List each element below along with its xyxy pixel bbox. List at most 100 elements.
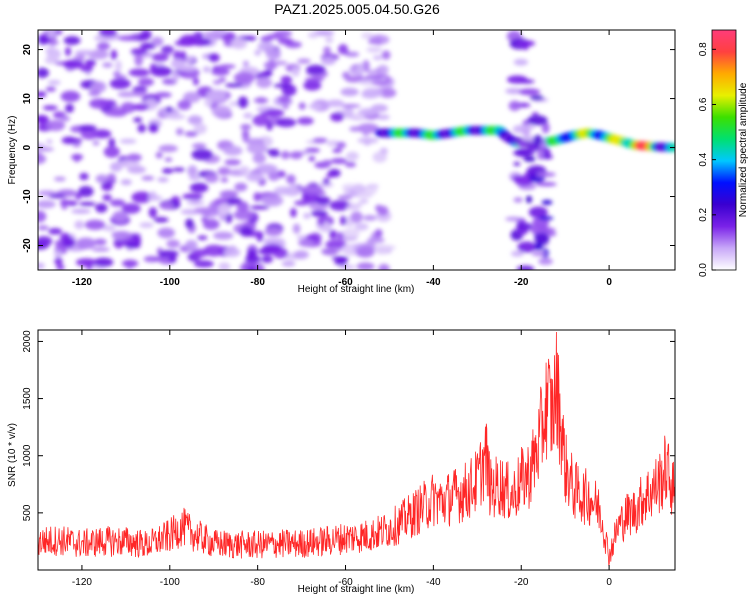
- heatmap-noise-blob: [153, 217, 169, 223]
- heatmap-noise-blob: [246, 142, 267, 154]
- heatmap-noise-blob: [290, 207, 297, 218]
- heatmap-noise-blob: [312, 137, 328, 144]
- heatmap-noise-blob: [157, 177, 169, 183]
- heatmap-noise-blob: [341, 228, 360, 239]
- heatmap-noise-blob: [357, 137, 379, 144]
- heatmap-noise-blob: [80, 65, 94, 72]
- heatmap-noise-blob: [141, 175, 155, 181]
- heatmap-noise-blob: [165, 106, 173, 113]
- heatmap-noise-blob: [186, 199, 205, 206]
- heatmap-noise-blob: [236, 201, 249, 213]
- heatmap-noise-blob: [375, 114, 390, 120]
- heatmap-noise-blob: [289, 151, 303, 160]
- heatmap-noise-blob: [325, 239, 347, 250]
- heatmap-noise-blob: [78, 201, 96, 207]
- heatmap-noise-blob: [91, 247, 110, 252]
- heatmap-noise-blob: [125, 241, 141, 249]
- heatmap-noise-blob: [363, 215, 377, 221]
- heatmap-noise-blob: [202, 31, 224, 38]
- heatmap-noise-blob: [326, 173, 336, 178]
- heatmap-noise-blob: [54, 176, 66, 182]
- heatmap-noise-blob: [326, 100, 345, 108]
- heatmap-noise-blob: [192, 77, 199, 86]
- heatmap-noise-blob: [62, 237, 76, 248]
- heatmap-noise-blob: [166, 239, 180, 249]
- heatmap-noise-blob: [259, 111, 277, 116]
- heatmap-x-tick-label: -120: [72, 277, 92, 288]
- heatmap-noise-blob: [102, 62, 113, 68]
- heatmap-noise-blob: [276, 118, 297, 128]
- heatmap-noise-blob: [219, 190, 239, 199]
- heatmap-noise-blob: [112, 230, 132, 241]
- heatmap-noise-blob: [298, 102, 306, 110]
- heatmap-noise-blob: [362, 87, 384, 98]
- heatmap-noise-blob: [183, 91, 201, 103]
- heatmap-noise-blob: [46, 139, 53, 145]
- heatmap-noise-blob: [132, 103, 150, 111]
- heatmap-noise-blob: [264, 227, 283, 237]
- heatmap-noise-blob: [159, 201, 174, 210]
- heatmap-noise-blob: [340, 104, 361, 108]
- heatmap-noise-blob: [206, 89, 227, 101]
- heatmap-noise-blob: [94, 238, 107, 246]
- heatmap-noise-blob: [44, 47, 56, 53]
- heatmap-noise-blob: [38, 115, 50, 125]
- heatmap-noise-blob: [329, 200, 351, 211]
- heatmap-noise-blob: [224, 83, 243, 88]
- heatmap-noise-blob: [218, 64, 236, 69]
- heatmap-x-tick-label: -20: [514, 277, 529, 288]
- heatmap-noise-blob: [356, 245, 375, 258]
- heatmap-noise-blob: [226, 197, 242, 205]
- snr-x-tick-label: -100: [160, 577, 180, 588]
- heatmap-y-tick-label: 0: [22, 144, 33, 150]
- heatmap-noise-blob: [338, 264, 356, 270]
- heatmap-noise-blob: [177, 99, 192, 111]
- heatmap-noise-blob: [281, 260, 296, 267]
- heatmap-noise-blob: [256, 77, 272, 89]
- heatmap-noise-blob: [529, 95, 545, 101]
- heatmap-noise-blob: [541, 199, 553, 205]
- colorbar-ticks: 0.0 0.2 0.4 0.6 0.8: [698, 42, 716, 277]
- heatmap-noise-blob: [185, 218, 194, 229]
- heatmap-noise-blob: [538, 257, 553, 265]
- heatmap-noise-blob: [187, 165, 198, 177]
- heatmap-noise-blob: [84, 59, 97, 67]
- heatmap-noise-blob: [38, 236, 53, 247]
- heatmap-noise-blob: [261, 255, 273, 263]
- heatmap-noise-blob: [117, 35, 139, 41]
- heatmap-noise-blob: [507, 75, 528, 84]
- heatmap-noise-blob: [231, 38, 248, 50]
- heatmap-noise-blob: [53, 250, 62, 258]
- heatmap-noise-blob: [356, 262, 375, 270]
- heatmap-noise-blob: [38, 67, 49, 78]
- heatmap-layer: [38, 30, 675, 270]
- heatmap-noise-blob: [45, 86, 56, 92]
- heatmap-noise-blob: [119, 138, 137, 144]
- heatmap-noise-blob: [532, 134, 543, 146]
- heatmap-noise-blob: [245, 172, 265, 182]
- heatmap-noise-blob: [304, 147, 321, 153]
- heatmap-noise-blob: [364, 75, 385, 80]
- heatmap-noise-blob: [102, 224, 117, 232]
- heatmap-noise-blob: [38, 262, 45, 269]
- heatmap-noise-blob: [47, 80, 61, 85]
- heatmap-noise-blob: [381, 50, 391, 60]
- heatmap-noise-blob: [76, 237, 96, 250]
- heatmap-noise-blob: [110, 49, 118, 60]
- heatmap-noise-blob: [356, 63, 365, 75]
- heatmap-noise-blob: [202, 66, 211, 73]
- heatmap-noise-blob: [297, 117, 314, 125]
- heatmap-noise-blob: [308, 156, 316, 162]
- heatmap-noise-blob: [531, 112, 539, 117]
- heatmap-noise-blob: [173, 50, 182, 61]
- heatmap-y-tick-label: -10: [22, 189, 33, 204]
- snr-x-tick-label: -40: [426, 577, 441, 588]
- heatmap-noise-blob: [63, 59, 84, 69]
- heatmap-noise-blob: [38, 91, 47, 98]
- heatmap-noise-blob: [161, 45, 174, 54]
- heatmap-noise-blob: [336, 141, 346, 149]
- heatmap-noise-blob: [302, 192, 320, 204]
- heatmap-noise-blob: [534, 242, 544, 251]
- heatmap-noise-blob: [240, 124, 252, 131]
